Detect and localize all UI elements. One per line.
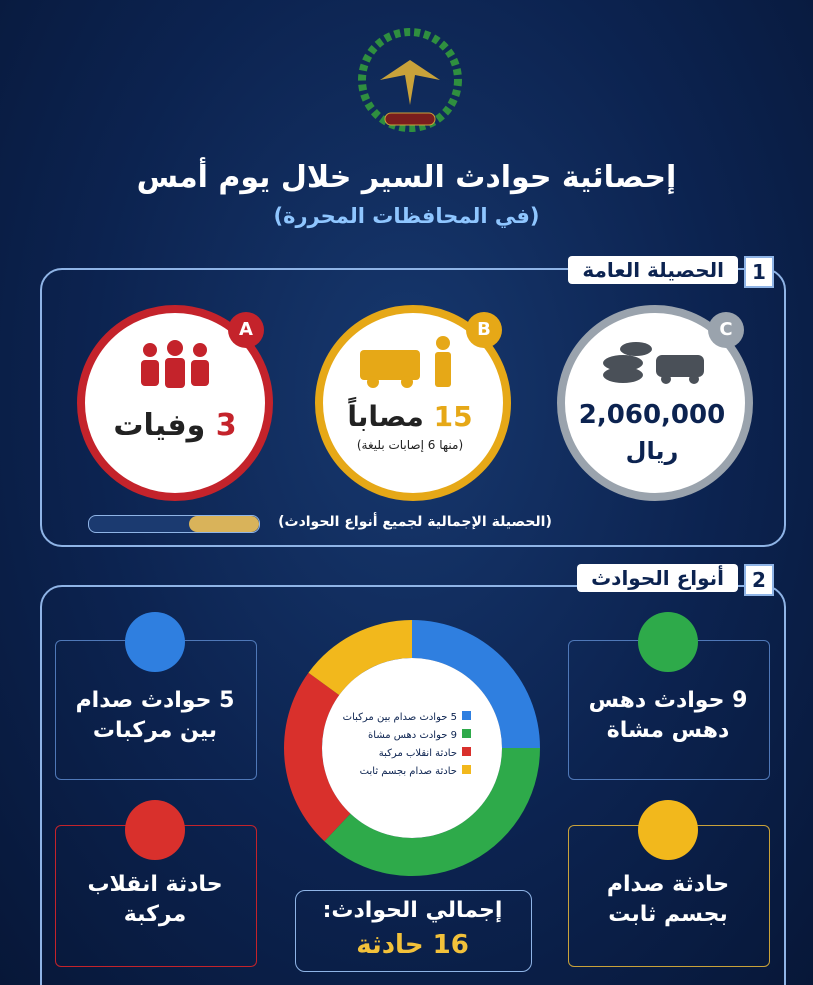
card-line2: مركبة bbox=[123, 902, 187, 927]
ambulance-icon bbox=[360, 336, 451, 388]
section-title: الحصيلة العامة bbox=[568, 256, 738, 284]
donut-chart: 5 حوادث صدام بين مركبات 9 حوادث دهس مشاة ح… bbox=[284, 620, 540, 876]
people-icon bbox=[141, 340, 209, 388]
donut-segment bbox=[324, 748, 540, 876]
bar-label: (الحصيلة الإجمالية لجميع أنواع الحوادث) bbox=[278, 514, 552, 530]
card-label: ريال bbox=[625, 437, 679, 465]
card-label: مصاباً bbox=[347, 400, 424, 433]
card-label: وفيات bbox=[113, 408, 206, 443]
card-line2: دهس مشاة bbox=[606, 718, 730, 743]
card-text: 15 مصاباً bbox=[325, 400, 495, 433]
card-line1: 5 حوادث صدام bbox=[75, 688, 235, 713]
donut-segment bbox=[284, 672, 351, 842]
legend-label: 5 حوادث صدام بين مركبات bbox=[343, 712, 457, 723]
car-icon bbox=[125, 612, 185, 672]
card-letter: C bbox=[708, 312, 744, 348]
card-line1: حادثة انقلاب bbox=[87, 872, 223, 897]
crash-icon bbox=[638, 800, 698, 860]
legend-label: حادثة صدام بجسم ثابت bbox=[360, 766, 457, 777]
legend-swatch bbox=[462, 765, 471, 774]
subtitle: (في المحافظات المحررة) bbox=[273, 204, 540, 228]
card-value: 3 bbox=[215, 408, 237, 443]
card-line2: بجسم ثابت bbox=[608, 902, 728, 927]
section-number: 2 bbox=[744, 564, 774, 596]
card-value: 15 bbox=[433, 400, 473, 433]
section-number: 1 bbox=[744, 256, 774, 288]
legend-swatch bbox=[462, 729, 471, 738]
donut-segment bbox=[308, 620, 412, 696]
donut-hole bbox=[322, 658, 502, 838]
title: إحصائية حوادث السير خلال يوم أمس bbox=[136, 160, 677, 195]
total-label: إجمالي الحوادث: bbox=[322, 898, 503, 923]
card-line2: بين مركبات bbox=[92, 718, 218, 743]
card-line1: 9 حوادث دهس bbox=[588, 688, 748, 713]
card-letter: B bbox=[466, 312, 502, 348]
legend-swatch bbox=[462, 747, 471, 756]
legend-label: حادثة انقلاب مركبة bbox=[379, 748, 457, 759]
card-text: 3 وفيات bbox=[90, 408, 260, 443]
donut-segment bbox=[412, 620, 540, 748]
warning-icon bbox=[125, 800, 185, 860]
progress-bar bbox=[88, 515, 260, 533]
card-note: (منها 6 إصابات بليغة) bbox=[356, 438, 464, 452]
card-letter: A bbox=[228, 312, 264, 348]
legend-label: 9 حوادث دهس مشاة bbox=[368, 730, 457, 741]
walk-icon bbox=[638, 612, 698, 672]
section-box bbox=[40, 268, 786, 547]
legend-swatch bbox=[462, 711, 471, 720]
section-box bbox=[40, 585, 786, 985]
total-box bbox=[295, 890, 532, 972]
section-title: أنواع الحوادث bbox=[577, 564, 738, 592]
card-line1: حادثة صدام bbox=[606, 872, 730, 897]
total-value: 16 حادثة bbox=[356, 930, 469, 960]
card-value: 2,060,000 bbox=[578, 400, 726, 430]
emblem bbox=[358, 28, 462, 132]
money-icon bbox=[603, 342, 704, 384]
